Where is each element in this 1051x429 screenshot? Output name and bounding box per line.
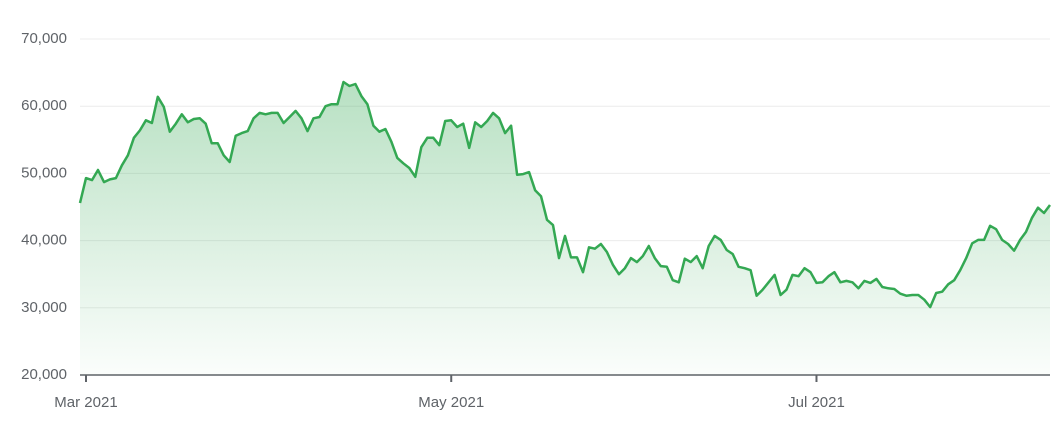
price-line — [78, 80, 1051, 309]
y-tick-label: 30,000 — [21, 299, 67, 316]
x-tick-label: Mar 2021 — [54, 394, 117, 411]
y-tick-label: 50,000 — [21, 164, 67, 181]
y-tick-label: 60,000 — [21, 97, 67, 114]
y-tick-label: 70,000 — [21, 30, 67, 47]
x-tick-label: Jul 2021 — [788, 394, 845, 411]
area — [80, 82, 1050, 375]
y-tick-label: 20,000 — [21, 366, 67, 383]
x-tick-label: May 2021 — [418, 394, 484, 411]
y-tick-label: 40,000 — [21, 232, 67, 249]
